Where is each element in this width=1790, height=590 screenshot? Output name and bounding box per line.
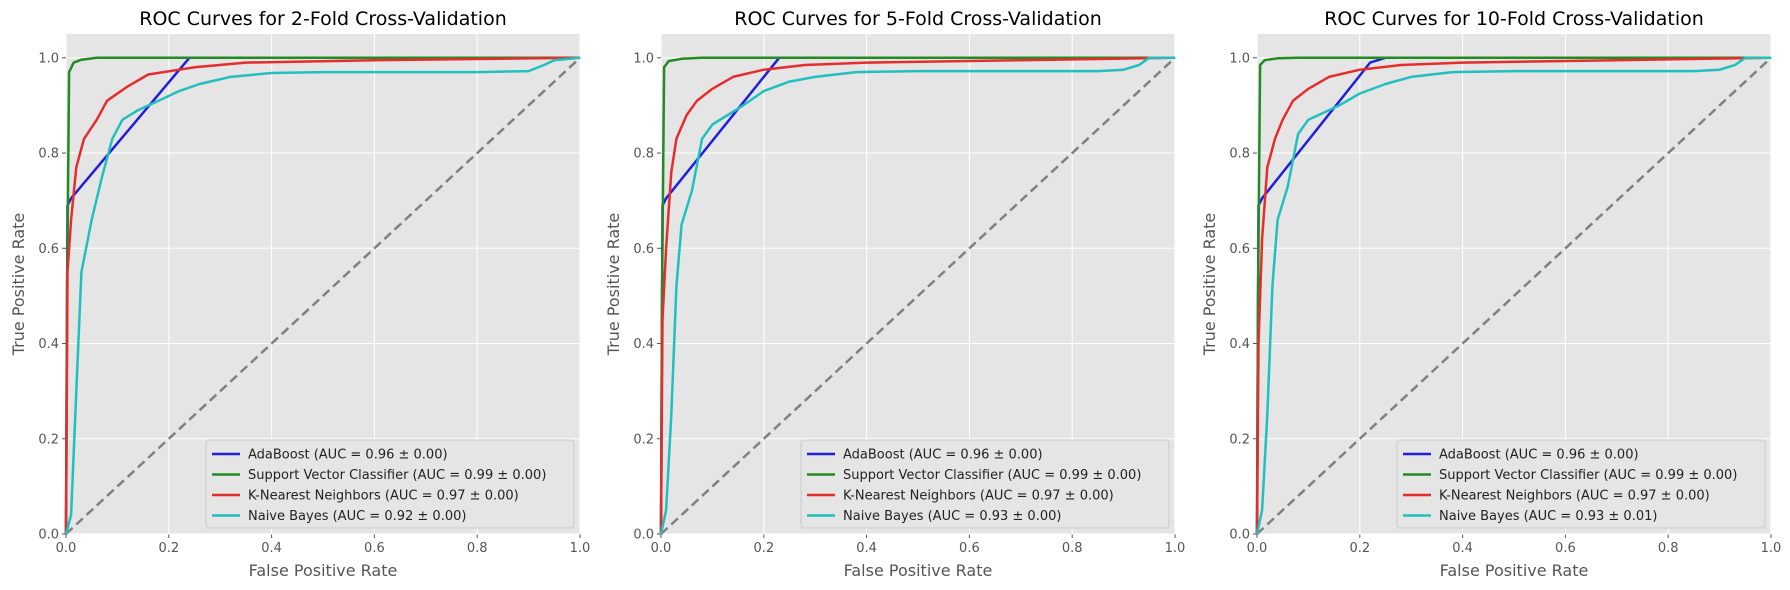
series-line-support-vector-classifier: [1255, 56, 1771, 535]
chart-title: ROC Curves for 2-Fold Cross-Validation: [139, 8, 506, 30]
roc-panel-3: 0.0 0.2 0.4 0.6 0.8 1.0 0.0 0.2 0.4 0.6 0.8 1.0 ROC …: [1200, 8, 1781, 580]
x-axis-label: False Positive Rate: [844, 561, 993, 580]
y-tick-label: 1.0: [38, 51, 59, 66]
legend: AdaBoost (AUC = 0.96 ± 0.00) Support Vect…: [205, 439, 575, 529]
chance-diagonal-line: [660, 56, 1176, 535]
x-tick-label: 0.0: [1247, 541, 1268, 556]
chart-title: ROC Curves for 5-Fold Cross-Validation: [734, 8, 1101, 30]
series-line-naive-bayes: [659, 56, 1175, 535]
legend: AdaBoost (AUC = 0.96 ± 0.00) Support Vect…: [1396, 439, 1766, 529]
series-line-k-nearest-neighbors: [64, 56, 581, 535]
series-line-k-nearest-neighbors: [1255, 56, 1772, 535]
roc-panel-1: 0.0 0.2 0.4 0.6 0.8 1.0 0.0 0.2 0.4 0.6 0.8 1.0 ROC …: [9, 8, 590, 580]
y-axis-label: True Positive Rate: [604, 213, 623, 357]
legend-box: [205, 439, 575, 529]
y-axis-label: True Positive Rate: [1200, 213, 1219, 357]
x-tick-label: 0.4: [261, 541, 282, 556]
x-tick-label: 1.0: [570, 541, 591, 556]
legend-entry: Naive Bayes (AUC = 0.93 ± 0.01): [1439, 509, 1657, 524]
legend-entry: Support Vector Classifier (AUC = 0.99 ± …: [1439, 468, 1737, 483]
legend-box: [1396, 439, 1766, 529]
x-tick-label: 0.4: [856, 541, 877, 556]
legend-box: [800, 439, 1170, 529]
y-tick-label: 0.8: [1229, 147, 1250, 162]
y-tick-label: 0.0: [38, 528, 59, 543]
x-tick-label: 1.0: [1761, 541, 1782, 556]
x-axis-label: False Positive Rate: [1440, 561, 1589, 580]
y-tick-label: 0.0: [1229, 528, 1250, 543]
legend-entry: Naive Bayes (AUC = 0.92 ± 0.00): [248, 509, 466, 524]
x-tick-label: 0.6: [1555, 541, 1576, 556]
y-tick-label: 0.6: [1229, 242, 1250, 257]
legend-entry: Naive Bayes (AUC = 0.93 ± 0.00): [843, 509, 1061, 524]
x-tick-label: 0.0: [56, 541, 77, 556]
y-tick-label: 0.8: [633, 147, 654, 162]
x-tick-label: 0.6: [364, 541, 385, 556]
x-tick-label: 0.2: [1349, 541, 1370, 556]
series-line-naive-bayes: [1255, 56, 1771, 535]
series-line-support-vector-classifier: [659, 56, 1175, 535]
legend-entry: AdaBoost (AUC = 0.96 ± 0.00): [843, 448, 1043, 463]
y-tick-label: 0.0: [633, 528, 654, 543]
x-tick-label: 1.0: [1165, 541, 1186, 556]
legend-entry: Support Vector Classifier (AUC = 0.99 ± …: [248, 468, 546, 483]
x-tick-label: 0.0: [651, 541, 672, 556]
x-tick-label: 0.8: [1062, 541, 1083, 556]
y-tick-label: 0.2: [633, 432, 654, 447]
chart-title: ROC Curves for 10-Fold Cross-Validation: [1324, 8, 1704, 30]
y-tick-label: 0.6: [38, 242, 59, 257]
y-tick-label: 0.6: [633, 242, 654, 257]
y-tick-label: 0.2: [1229, 432, 1250, 447]
y-tick-label: 0.4: [1229, 337, 1250, 352]
x-tick-label: 0.8: [1658, 541, 1679, 556]
legend: AdaBoost (AUC = 0.96 ± 0.00) Support Vect…: [800, 439, 1170, 529]
legend-entry: K-Nearest Neighbors (AUC = 0.97 ± 0.00): [843, 489, 1114, 504]
legend-entry: Support Vector Classifier (AUC = 0.99 ± …: [843, 468, 1141, 483]
chance-diagonal-line: [65, 56, 581, 535]
y-tick-label: 1.0: [633, 51, 654, 66]
legend-entry: AdaBoost (AUC = 0.96 ± 0.00): [248, 448, 448, 463]
legend-entry: AdaBoost (AUC = 0.96 ± 0.00): [1439, 448, 1639, 463]
y-axis-label: True Positive Rate: [9, 213, 28, 357]
roc-panel-2: 0.0 0.2 0.4 0.6 0.8 1.0 0.0 0.2 0.4 0.6 0.8 1.0 ROC …: [604, 8, 1185, 580]
y-tick-label: 1.0: [1229, 51, 1250, 66]
x-tick-label: 0.4: [1452, 541, 1473, 556]
y-tick-label: 0.4: [38, 337, 59, 352]
x-tick-label: 0.2: [753, 541, 774, 556]
y-tick-label: 0.4: [633, 337, 654, 352]
legend-entry: K-Nearest Neighbors (AUC = 0.97 ± 0.00): [248, 489, 519, 504]
series-line-naive-bayes: [64, 56, 581, 535]
x-axis-label: False Positive Rate: [249, 561, 398, 580]
x-tick-label: 0.2: [158, 541, 179, 556]
x-tick-label: 0.6: [959, 541, 980, 556]
legend-entry: K-Nearest Neighbors (AUC = 0.97 ± 0.00): [1439, 489, 1710, 504]
y-tick-label: 0.8: [38, 147, 59, 162]
y-tick-label: 0.2: [38, 432, 59, 447]
chance-diagonal-line: [1256, 56, 1772, 535]
x-tick-label: 0.8: [467, 541, 488, 556]
series-line-k-nearest-neighbors: [659, 56, 1176, 535]
